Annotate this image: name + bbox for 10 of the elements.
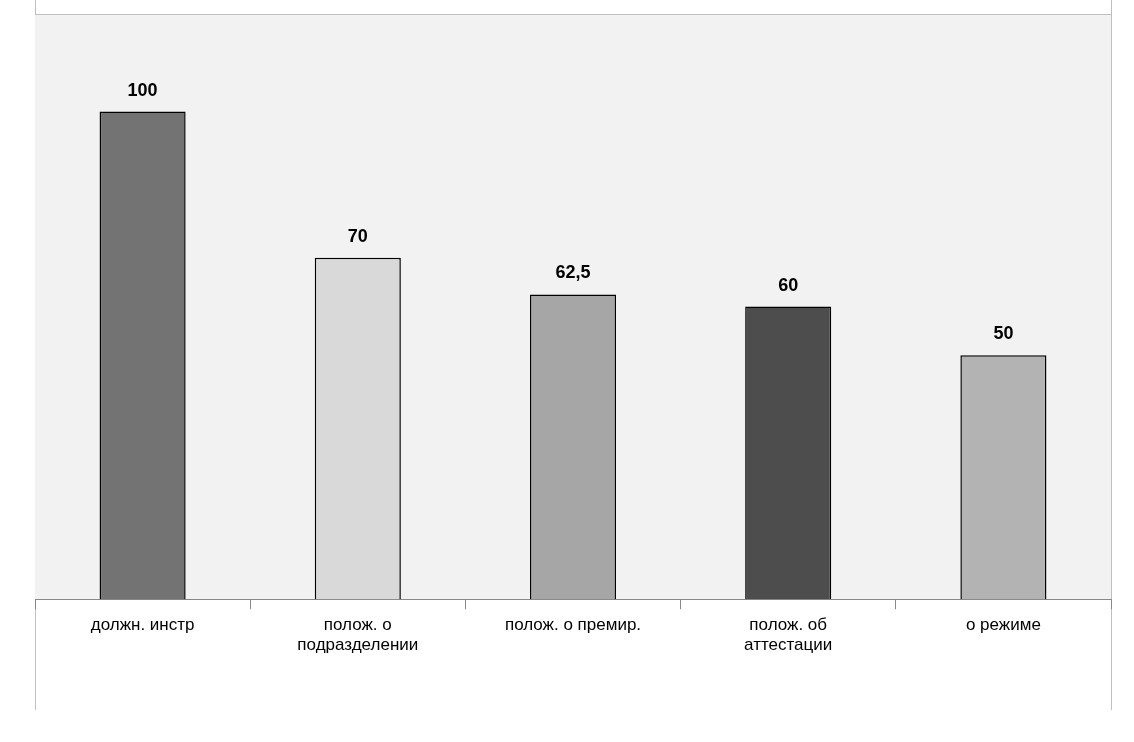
- x-tick-label: полож. об аттестации: [744, 615, 833, 655]
- data-label: 60: [778, 274, 799, 295]
- data-label: 70: [347, 225, 368, 246]
- x-tick-label: должн. инстр: [90, 615, 195, 635]
- x-tick-label: о режиме: [965, 615, 1041, 635]
- x-tick-label: полож. о премир.: [504, 615, 642, 635]
- data-label: 50: [993, 323, 1014, 344]
- data-label: 62,5: [555, 262, 591, 283]
- x-tick-label: полож. о подразделении: [297, 615, 419, 655]
- data-label: 100: [127, 79, 158, 100]
